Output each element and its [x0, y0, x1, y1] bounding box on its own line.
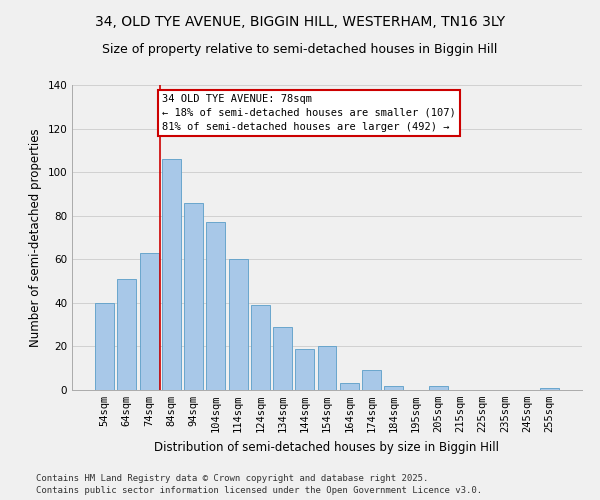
Bar: [251, 305, 270, 390]
Bar: [140, 253, 158, 390]
Bar: [295, 348, 314, 390]
Bar: [184, 202, 203, 390]
Text: 34, OLD TYE AVENUE, BIGGIN HILL, WESTERHAM, TN16 3LY: 34, OLD TYE AVENUE, BIGGIN HILL, WESTERH…: [95, 15, 505, 29]
Bar: [229, 260, 248, 390]
Bar: [118, 279, 136, 390]
Bar: [362, 370, 381, 390]
Text: Contains HM Land Registry data © Crown copyright and database right 2025.
Contai: Contains HM Land Registry data © Crown c…: [36, 474, 482, 495]
Bar: [206, 222, 225, 390]
Bar: [273, 327, 292, 390]
Bar: [162, 159, 181, 390]
Bar: [429, 386, 448, 390]
Bar: [317, 346, 337, 390]
Bar: [540, 388, 559, 390]
Text: Size of property relative to semi-detached houses in Biggin Hill: Size of property relative to semi-detach…: [103, 42, 497, 56]
Bar: [384, 386, 403, 390]
Text: 34 OLD TYE AVENUE: 78sqm
← 18% of semi-detached houses are smaller (107)
81% of : 34 OLD TYE AVENUE: 78sqm ← 18% of semi-d…: [163, 94, 456, 132]
Bar: [95, 303, 114, 390]
Bar: [340, 384, 359, 390]
Y-axis label: Number of semi-detached properties: Number of semi-detached properties: [29, 128, 42, 347]
X-axis label: Distribution of semi-detached houses by size in Biggin Hill: Distribution of semi-detached houses by …: [155, 440, 499, 454]
